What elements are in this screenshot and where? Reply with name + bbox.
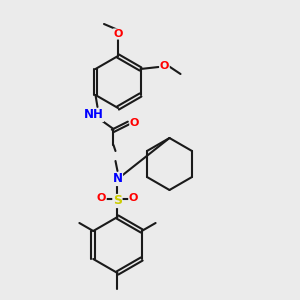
Text: S: S	[113, 194, 122, 208]
Text: O: O	[160, 61, 169, 71]
Text: O: O	[113, 29, 123, 39]
Text: NH: NH	[83, 109, 103, 122]
Text: O: O	[129, 193, 138, 203]
Text: N: N	[112, 172, 122, 185]
Text: O: O	[130, 118, 139, 128]
Text: O: O	[97, 193, 106, 203]
